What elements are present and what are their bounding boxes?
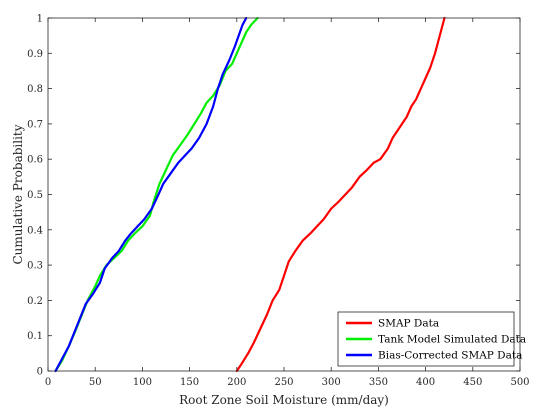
y-tick-label: 0.2 [27,296,43,307]
x-tick-label: 50 [89,377,102,388]
y-tick-label: 0.1 [27,331,43,342]
y-tick-label: 1 [37,14,43,25]
legend-label: Tank Model Simulated Data [378,334,526,346]
x-tick-label: 0 [45,377,51,388]
x-tick-label: 150 [180,377,199,388]
y-tick-label: 0.9 [27,49,43,60]
y-tick-label: 0.7 [27,119,43,130]
legend-label: Bias-Corrected SMAP Data [378,350,522,362]
y-tick-label: 0.5 [27,190,43,201]
x-tick-label: 200 [227,377,246,388]
series-layer [54,16,446,373]
legend: SMAP Data Tank Model Simulated Data Bias-C… [337,311,526,367]
y-tick-label: 0.3 [27,261,43,272]
x-tick-label: 300 [322,377,341,388]
x-axis-label: Root Zone Soil Moisture (mm/day) [179,393,389,407]
x-tick-label: 250 [274,377,293,388]
x-tick-label: 500 [510,377,529,388]
x-tick-label: 100 [133,377,152,388]
series-line-1 [54,16,259,373]
x-tick-label: 400 [416,377,435,388]
x-tick-label: 350 [369,377,388,388]
y-tick-label: 0 [37,367,43,378]
y-tick-label: 0.4 [27,225,43,236]
y-axis-label: Cumulative Probability [11,124,25,264]
y-tick-label: 0.8 [27,84,43,95]
tick-layer: 0 50 100 150 200 250 300 350 400 450 500 0 0.1 0.2 0.3… [27,14,529,389]
y-tick-label: 0.6 [27,155,43,166]
series-line-2 [54,16,248,373]
x-tick-label: 450 [463,377,482,388]
series-line-0 [235,16,446,373]
legend-label: SMAP Data [378,318,439,330]
